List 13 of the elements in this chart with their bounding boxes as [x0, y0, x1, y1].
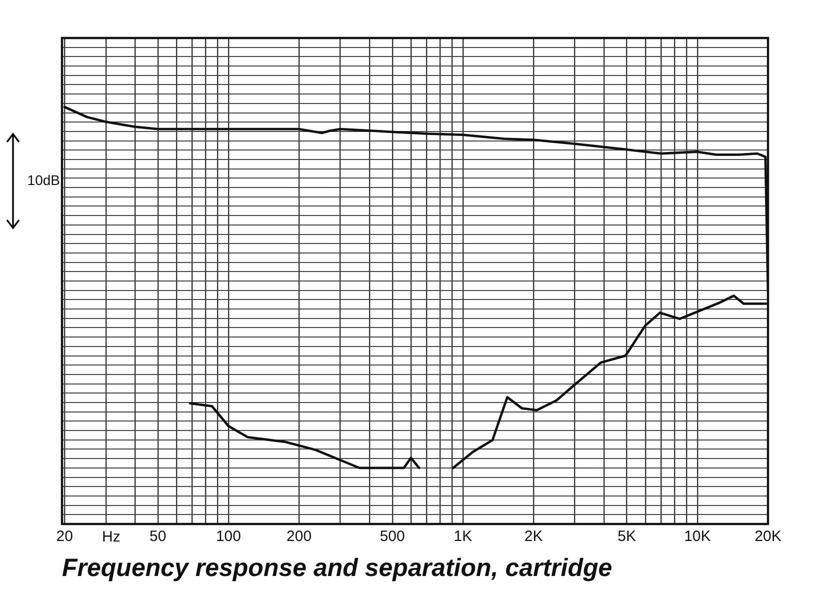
x-tick-label: 2K — [524, 528, 543, 546]
x-tick-label: 20 — [56, 528, 73, 546]
x-tick-label: 50 — [150, 528, 166, 546]
x-axis-title: Hz — [102, 528, 120, 546]
x-tick-label: 20K — [754, 528, 782, 546]
text: 10dB — [27, 172, 60, 188]
x-tick-label: 10K — [684, 528, 711, 546]
x-tick-label: 100 — [216, 528, 241, 546]
x-tick-label: 200 — [286, 528, 312, 546]
x-tick-label: 500 — [380, 528, 405, 546]
x-tick-label: 1K — [454, 528, 472, 546]
text: Frequency response and separation, cartridge — [62, 554, 612, 582]
x-tick-label: 5K — [618, 528, 636, 546]
